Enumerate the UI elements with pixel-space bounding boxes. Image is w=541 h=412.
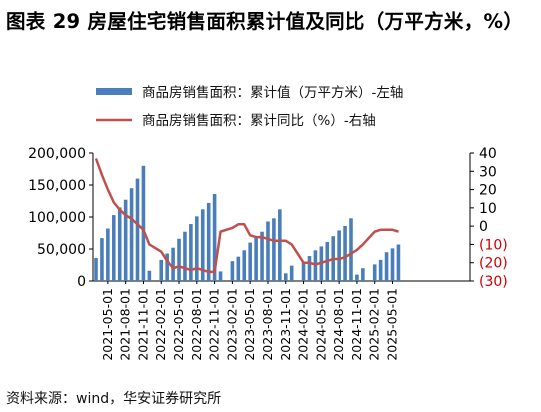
right-tick-label: 40: [479, 146, 497, 162]
bar: [283, 273, 288, 281]
bar: [248, 242, 252, 281]
bar: [165, 253, 169, 281]
bar: [177, 238, 181, 281]
x-tick-label: 2024-05-01: [313, 288, 328, 361]
bar: [218, 271, 223, 281]
x-tick-label: 2025-02-01: [367, 288, 382, 361]
bar: [390, 248, 395, 281]
bar: [254, 237, 258, 281]
bar: [337, 230, 341, 281]
bar: [349, 218, 353, 281]
left-tick-label: 50,000: [37, 242, 86, 258]
bar: [147, 270, 152, 281]
bar: [378, 259, 383, 281]
right-tick-label: (30): [479, 274, 508, 290]
bar: [111, 215, 116, 281]
bar: [206, 202, 211, 281]
chart-title: 图表 29 房屋住宅销售面积累计值及同比（万平方米，%）: [6, 10, 524, 33]
x-tick-label: 2023-02-01: [224, 288, 239, 361]
bar: [94, 257, 98, 281]
right-axis-ticks: (30) (20) (10) 0 10 20 30 40: [470, 146, 508, 290]
bar-series: [94, 165, 401, 281]
x-tick-label: 2023-05-01: [242, 288, 257, 361]
bar: [361, 268, 365, 281]
x-tick-label: 2024-02-01: [296, 288, 311, 361]
legend: 商品房销售面积：累计值（万平方米）-左轴 商品房销售面积：累计同比（%）-右轴: [96, 85, 403, 129]
x-tick-label: 2024-11-01: [349, 288, 364, 361]
bar: [171, 247, 175, 281]
bar: [200, 209, 205, 281]
bar: [230, 261, 235, 281]
bar: [212, 193, 217, 281]
bar: [100, 238, 104, 281]
right-tick-label: (10): [479, 237, 508, 253]
bar: [396, 244, 401, 281]
x-tick-label: 2021-11-01: [135, 288, 150, 361]
legend-label-line: 商品房销售面积：累计同比（%）-右轴: [142, 113, 376, 129]
bar: [135, 178, 140, 281]
bar: [355, 274, 359, 281]
bar: [129, 188, 134, 281]
x-tick-label: 2024-08-01: [331, 288, 346, 361]
bar: [384, 252, 389, 281]
right-tick-label: 30: [479, 164, 497, 180]
left-tick-label: 150,000: [28, 178, 86, 194]
bar: [141, 165, 146, 281]
left-tick-label: 200,000: [28, 146, 86, 162]
right-tick-label: 0: [479, 219, 488, 235]
x-tick-label: 2023-11-01: [278, 288, 293, 361]
left-tick-label: 100,000: [28, 210, 86, 226]
bar: [289, 265, 294, 281]
legend-label-bar: 商品房销售面积：累计值（万平方米）-左轴: [142, 85, 403, 101]
bar: [372, 264, 377, 281]
x-tick-label: 2022-08-01: [189, 288, 204, 361]
x-tick-label: 2022-11-01: [207, 288, 222, 361]
left-axis-ticks: 0 50,000 100,000 150,000 200,000: [28, 146, 93, 290]
source-note: 资料来源：wind，华安证券研究所: [6, 391, 222, 407]
left-tick-label: 0: [77, 274, 86, 290]
bar: [242, 250, 247, 281]
bar: [266, 221, 270, 281]
x-tick-label: 2021-05-01: [100, 288, 115, 361]
bar: [343, 225, 347, 281]
bar: [260, 231, 264, 281]
bar: [236, 256, 241, 281]
right-tick-label: 10: [479, 201, 497, 217]
legend-swatch-bar: [96, 88, 132, 95]
bar: [183, 231, 187, 281]
yoy-line: [94, 158, 399, 274]
right-tick-label: (20): [479, 256, 508, 272]
x-tick-label: 2022-05-01: [171, 288, 186, 361]
bar: [307, 256, 312, 281]
x-tick-label: 2021-08-01: [118, 288, 133, 361]
x-axis-ticks: 2021-05-01 2021-08-01 2021-11-01 2022-02-01…: [100, 281, 400, 361]
bar: [123, 199, 128, 281]
x-tick-label: 2022-02-01: [153, 288, 168, 361]
right-tick-label: 20: [479, 183, 497, 199]
bar: [106, 228, 110, 281]
line-series: [94, 158, 399, 274]
bar: [195, 216, 199, 281]
bar: [189, 224, 193, 281]
bar: [159, 259, 164, 281]
bar: [272, 218, 276, 281]
bar: [301, 261, 306, 281]
bar: [278, 209, 282, 281]
bar: [117, 207, 122, 281]
x-tick-label: 2025-05-01: [385, 288, 400, 361]
x-tick-label: 2023-08-01: [260, 288, 275, 361]
